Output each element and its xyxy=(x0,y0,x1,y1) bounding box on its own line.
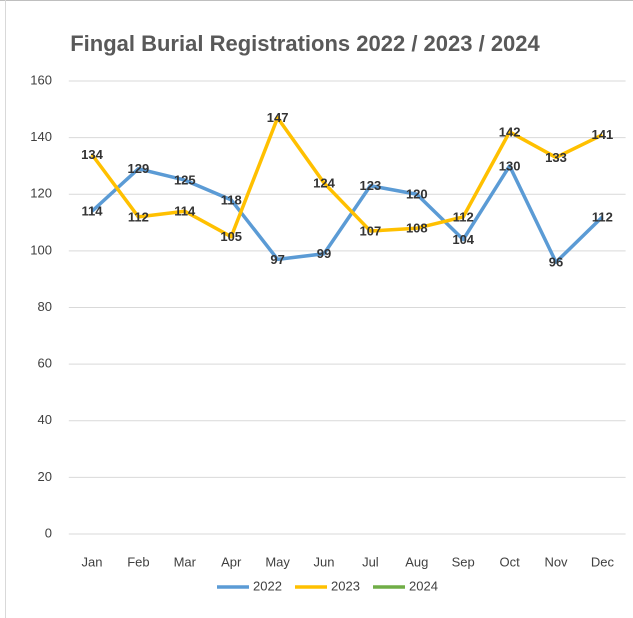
x-tick-label: May xyxy=(265,554,290,569)
chart-title: Fingal Burial Registrations 2022 / 2023 … xyxy=(70,31,540,56)
data-label: 96 xyxy=(549,255,563,270)
legend-label: 2023 xyxy=(331,578,360,593)
data-label: 114 xyxy=(82,204,104,219)
data-label: 133 xyxy=(545,150,567,165)
x-tick-label: Jun xyxy=(314,554,335,569)
y-tick-label: 60 xyxy=(38,356,52,371)
data-label: 141 xyxy=(592,127,614,142)
data-label: 129 xyxy=(128,161,150,176)
x-tick-label: Sep xyxy=(452,554,475,569)
series-line xyxy=(90,164,604,264)
data-label: 114 xyxy=(174,204,196,219)
y-tick-label: 40 xyxy=(38,412,52,427)
data-label: 108 xyxy=(406,221,428,236)
data-label: 118 xyxy=(221,192,242,207)
y-tick-label: 160 xyxy=(30,72,52,87)
x-tick-label: Oct xyxy=(499,554,520,569)
data-label: 142 xyxy=(499,124,521,139)
y-tick-label: 80 xyxy=(38,299,52,314)
x-tick-label: Dec xyxy=(591,554,615,569)
data-label: 125 xyxy=(174,173,196,188)
data-label: 130 xyxy=(499,158,521,173)
data-label: 97 xyxy=(270,252,284,267)
x-tick-label: Mar xyxy=(174,554,197,569)
y-tick-label: 20 xyxy=(38,469,52,484)
x-tick-label: Apr xyxy=(221,554,242,569)
y-tick-label: 0 xyxy=(45,525,52,540)
data-label: 112 xyxy=(592,209,613,224)
data-label: 112 xyxy=(128,209,149,224)
legend-label: 2022 xyxy=(253,578,282,593)
x-tick-label: Jan xyxy=(82,554,103,569)
data-label: 134 xyxy=(81,147,103,162)
x-tick-label: Feb xyxy=(127,554,149,569)
x-tick-label: Aug xyxy=(405,554,428,569)
y-tick-label: 120 xyxy=(30,186,52,201)
data-label: 99 xyxy=(317,246,331,261)
legend-label: 2024 xyxy=(409,578,438,593)
data-label: 112 xyxy=(453,209,474,224)
y-tick-label: 100 xyxy=(30,242,52,257)
data-label: 120 xyxy=(406,187,428,202)
data-label: 123 xyxy=(360,178,382,193)
data-label: 105 xyxy=(220,229,242,244)
series-line xyxy=(90,116,604,239)
x-tick-label: Jul xyxy=(362,554,379,569)
data-label: 124 xyxy=(313,175,335,190)
x-tick-label: Nov xyxy=(544,554,568,569)
data-label: 147 xyxy=(267,110,289,125)
y-tick-label: 140 xyxy=(30,129,52,144)
data-label: 104 xyxy=(452,232,474,247)
data-label: 107 xyxy=(360,223,382,238)
